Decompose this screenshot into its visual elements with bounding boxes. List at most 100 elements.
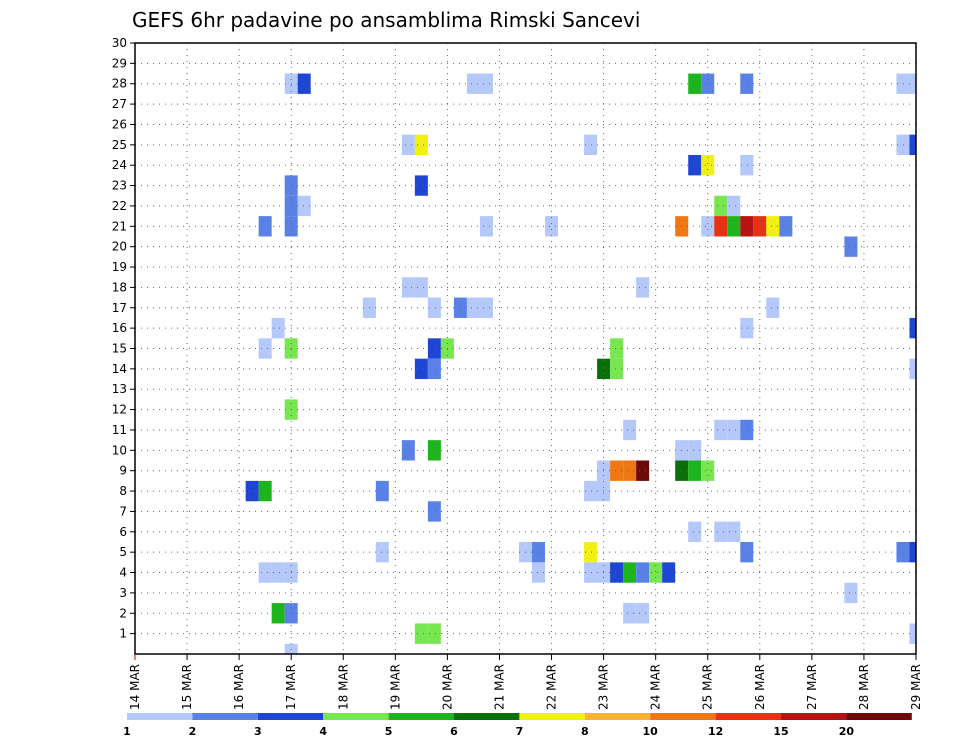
color-legend: 1 2 3 4 5 6 7 8 10 12 15 20 — [123, 713, 912, 738]
legend-swatch — [650, 713, 716, 720]
heatmap-cell — [375, 541, 389, 563]
legend-label: 15 — [773, 725, 788, 738]
heatmap-cell — [258, 480, 272, 502]
heatmap-cell — [584, 562, 598, 583]
y-tick-label: 16 — [112, 321, 127, 335]
heatmap-cell — [584, 134, 598, 156]
heatmap-cell — [701, 460, 715, 481]
heatmap-cell — [271, 562, 285, 583]
x-tick-label: 25 MAR — [701, 664, 715, 710]
y-tick-label: 7 — [119, 504, 127, 518]
heatmap-cell — [896, 541, 910, 563]
heatmap-cell — [714, 419, 728, 441]
heatmap-cell — [623, 603, 637, 624]
heatmap-cell — [479, 216, 493, 237]
heatmap-cell — [636, 460, 650, 481]
heatmap-cell — [532, 562, 546, 583]
y-tick-label: 30 — [112, 36, 127, 50]
y-tick-label: 23 — [112, 179, 127, 193]
heatmap-cell — [545, 216, 559, 237]
heatmap-cell — [714, 195, 728, 217]
y-axis: 1234567891011121314151617181920212223242… — [112, 36, 135, 641]
legend-swatch — [519, 713, 585, 720]
heatmap-cell — [649, 562, 663, 583]
y-tick-label: 26 — [112, 117, 127, 131]
heatmap-cell — [688, 521, 702, 542]
y-tick-label: 6 — [119, 525, 127, 539]
legend-swatch — [454, 713, 520, 720]
heatmap-cell — [401, 134, 415, 156]
heatmap-cell — [414, 134, 428, 156]
heatmap-cell — [740, 541, 754, 563]
y-tick-label: 28 — [112, 77, 127, 91]
y-tick-label: 18 — [112, 280, 127, 294]
heatmap-cell — [766, 216, 780, 237]
x-tick-label: 27 MAR — [805, 664, 819, 710]
y-tick-label: 14 — [112, 362, 127, 376]
legend-swatch — [257, 713, 324, 720]
heatmap-cell — [427, 623, 441, 644]
heatmap-cell — [271, 317, 285, 339]
legend-label: 12 — [708, 725, 723, 738]
heatmap-cell — [909, 358, 916, 380]
heatmap-cell — [623, 419, 637, 441]
y-tick-label: 15 — [112, 342, 127, 356]
heatmap-cell — [427, 440, 441, 461]
heatmap-cell — [258, 562, 272, 583]
x-tick-label: 23 MAR — [597, 664, 611, 710]
y-tick-label: 27 — [112, 97, 127, 111]
heatmap-cell — [896, 134, 910, 156]
heatmap-cell — [727, 521, 741, 542]
heatmap-cell — [740, 155, 754, 176]
heatmap-cell — [623, 562, 637, 583]
heatmap-cell — [740, 73, 754, 94]
heatmap-cell — [636, 603, 650, 624]
heatmap-cell — [909, 134, 916, 156]
heatmap-cell — [636, 277, 650, 298]
heatmap-cell — [479, 73, 493, 94]
x-tick-label: 17 MAR — [284, 664, 298, 710]
heatmap-cell — [714, 521, 728, 542]
y-tick-label: 13 — [112, 382, 127, 396]
y-tick-label: 10 — [112, 443, 127, 457]
heatmap-cell — [727, 216, 741, 237]
legend-label: 10 — [643, 725, 659, 738]
heatmap-cell — [727, 419, 741, 441]
y-tick-label: 11 — [112, 423, 127, 437]
legend-label: 7 — [516, 725, 524, 738]
legend-swatch — [192, 713, 258, 720]
heatmap-cell — [909, 73, 916, 94]
heatmap-cell — [610, 562, 624, 583]
legend-swatch — [127, 713, 193, 720]
heatmap-cell — [297, 73, 311, 94]
heatmap-cell — [610, 460, 624, 481]
legend-swatch — [323, 713, 389, 720]
heatmap-cell — [662, 562, 676, 583]
heatmap-cell — [701, 155, 715, 176]
heatmap-cell — [766, 297, 780, 318]
x-tick-label: 29 MAR — [909, 664, 923, 710]
heatmap-cell — [688, 440, 702, 461]
legend-label: 6 — [450, 725, 458, 738]
x-tick-label: 20 MAR — [440, 664, 454, 710]
heatmap-cell — [414, 175, 428, 196]
y-tick-label: 19 — [112, 260, 127, 274]
heatmap-cell — [427, 338, 441, 359]
heatmap-cell — [727, 195, 741, 217]
x-tick-label: 19 MAR — [388, 664, 402, 710]
heatmap-cell — [584, 480, 598, 502]
x-tick-label: 28 MAR — [857, 664, 871, 710]
legend-label: 20 — [839, 725, 855, 738]
heatmap-cell — [258, 216, 272, 237]
y-tick-label: 21 — [112, 219, 127, 233]
legend-swatch — [846, 713, 912, 720]
x-tick-label: 26 MAR — [753, 664, 767, 710]
heatmap-cell — [909, 541, 916, 563]
heatmap-cell — [427, 501, 441, 522]
y-tick-label: 9 — [119, 464, 127, 478]
grid-lines — [135, 43, 916, 654]
heatmap-cell — [401, 440, 415, 461]
x-tick-label: 16 MAR — [232, 664, 246, 710]
y-tick-label: 29 — [112, 56, 127, 70]
y-tick-label: 5 — [119, 545, 127, 559]
